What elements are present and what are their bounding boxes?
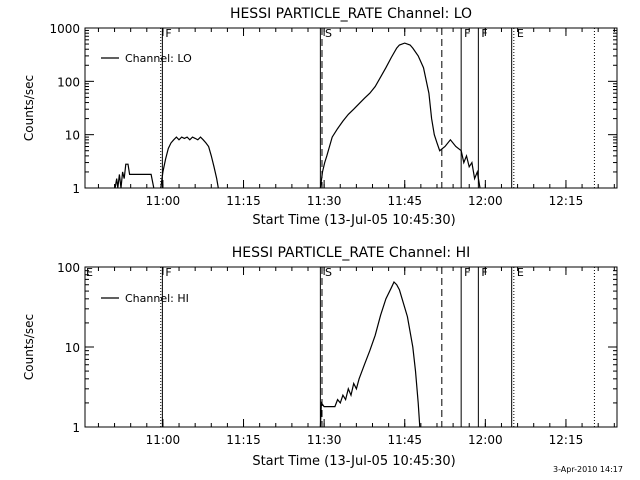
lo-x-tick-label: 11:45 bbox=[387, 194, 422, 208]
hi-event-marker-label: F bbox=[481, 266, 487, 279]
hi-y-tick-label: 100 bbox=[57, 261, 80, 275]
hi-event-marker-label: E bbox=[517, 266, 524, 279]
lo-y-tick-label: 1000 bbox=[49, 22, 80, 36]
lo-series-line bbox=[319, 42, 481, 189]
hi-event-marker-label: S bbox=[325, 266, 332, 279]
lo-legend-label: Channel: LO bbox=[125, 52, 192, 65]
hi-event-marker-label: F bbox=[165, 266, 171, 279]
lo-series-line bbox=[114, 163, 155, 189]
lo-event-marker-label: E bbox=[517, 27, 524, 40]
lo-x-tick-label: 11:00 bbox=[146, 194, 181, 208]
lo-x-axis-label: Start Time (13-Jul-05 10:45:30) bbox=[252, 213, 455, 228]
lo-y-tick-label: 100 bbox=[57, 75, 80, 89]
hi-x-tick-label: 11:15 bbox=[226, 433, 261, 447]
hi-y-axis-label: Counts/sec bbox=[22, 314, 36, 380]
hi-event-marker-label: F bbox=[464, 266, 470, 279]
hi-legend-label: Channel: HI bbox=[125, 292, 189, 305]
lo-x-tick-label: 11:30 bbox=[307, 194, 342, 208]
hi-y-tick-label: 10 bbox=[65, 341, 80, 355]
hi-chart-title: HESSI PARTICLE_RATE Channel: HI bbox=[232, 245, 470, 261]
lo-y-axis-label: Counts/sec bbox=[22, 75, 36, 141]
lo-event-marker-label: F bbox=[481, 27, 487, 40]
hi-plot-frame bbox=[84, 266, 618, 428]
hi-x-tick-label: 12:15 bbox=[549, 433, 584, 447]
lo-chart-title: HESSI PARTICLE_RATE Channel: LO bbox=[230, 6, 472, 22]
hi-x-tick-label: 11:30 bbox=[307, 433, 342, 447]
lo-series-line bbox=[160, 136, 219, 189]
hi-y-tick-label: 1 bbox=[72, 421, 80, 435]
hi-corner-label: E bbox=[86, 266, 93, 279]
lo-y-tick-label: 10 bbox=[65, 129, 80, 143]
lo-event-marker-label: F bbox=[464, 27, 470, 40]
lo-event-marker-label: S bbox=[325, 27, 332, 40]
hi-x-tick-label: 11:45 bbox=[387, 433, 422, 447]
lo-event-marker-label: F bbox=[165, 27, 171, 40]
hi-x-axis-label: Start Time (13-Jul-05 10:45:30) bbox=[252, 454, 455, 469]
lo-plot-frame bbox=[84, 27, 618, 189]
lo-x-tick-label: 12:15 bbox=[549, 194, 584, 208]
lo-x-tick-label: 11:15 bbox=[226, 194, 261, 208]
hi-x-tick-label: 11:00 bbox=[146, 433, 181, 447]
timestamp-label: 3-Apr-2010 14:17 bbox=[553, 465, 623, 474]
lo-y-tick-label: 1 bbox=[72, 182, 80, 196]
hi-series-line bbox=[319, 280, 421, 428]
hi-x-tick-label: 12:00 bbox=[468, 433, 503, 447]
lo-x-tick-label: 12:00 bbox=[468, 194, 503, 208]
